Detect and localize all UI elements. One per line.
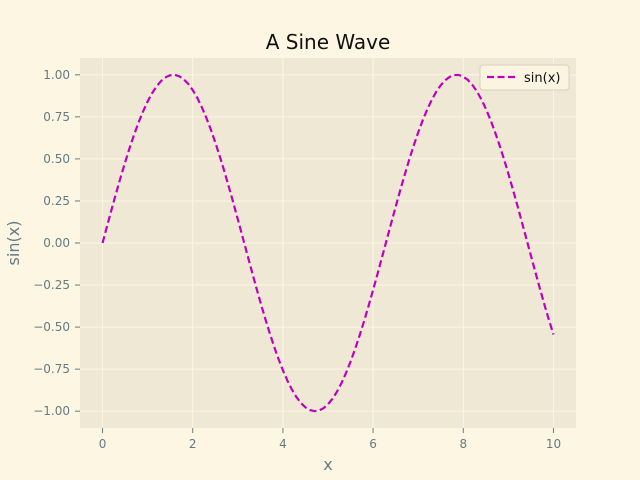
y-tick-label: 0.50 xyxy=(43,152,70,166)
grid xyxy=(80,58,576,428)
x-tick-label: 2 xyxy=(189,437,197,451)
y-tick-label: 0.75 xyxy=(43,110,70,124)
x-ticks: 0 2 4 6 8 10 xyxy=(99,428,561,451)
x-tick-label: 4 xyxy=(279,437,287,451)
chart-title: A Sine Wave xyxy=(266,30,391,54)
y-tick-label: 0.25 xyxy=(43,194,70,208)
x-tick-label: 8 xyxy=(459,437,467,451)
legend-box xyxy=(479,64,570,91)
y-tick-label: −1.00 xyxy=(33,404,70,418)
legend: sin(x) xyxy=(479,64,570,91)
series-line-sin xyxy=(101,73,555,413)
y-tick-label: 0.00 xyxy=(43,236,70,250)
y-axis-label: sin(x) xyxy=(4,221,23,266)
y-tick-label: −0.25 xyxy=(33,278,70,292)
x-tick-label: 0 xyxy=(99,437,107,451)
x-axis-label: x xyxy=(323,455,332,474)
y-tick-label: −0.75 xyxy=(33,362,70,376)
y-tick-label: 1.00 xyxy=(43,68,70,82)
y-tick-label: −0.50 xyxy=(33,320,70,334)
x-tick-label: 10 xyxy=(546,437,561,451)
y-ticks: −1.00 −0.75 −0.50 −0.25 0.00 0.25 0.50 0.75 1.00 xyxy=(33,68,80,418)
legend-label: sin(x) xyxy=(524,71,560,86)
x-tick-label: 6 xyxy=(369,437,377,451)
